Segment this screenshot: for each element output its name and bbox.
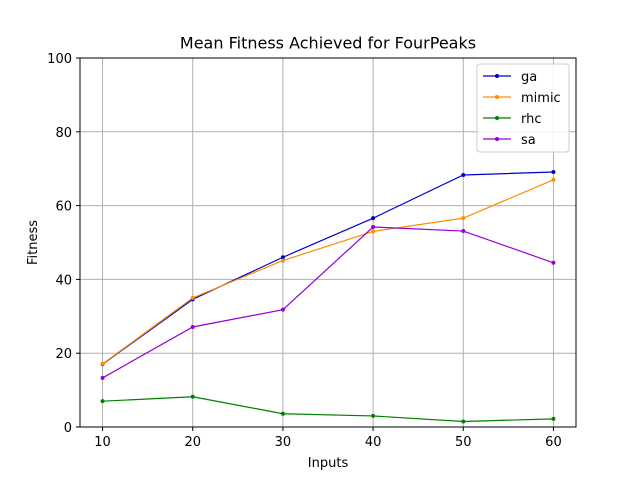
legend-box [476, 63, 570, 153]
plot-area-frame [79, 57, 577, 428]
y-tick-label: 40 [55, 273, 72, 288]
x-tick-label: 10 [94, 435, 111, 450]
legend-swatch-marker [495, 95, 499, 99]
data-point-rhc [100, 399, 105, 404]
y-tick-label: 60 [55, 200, 72, 215]
data-point-rhc [190, 394, 195, 399]
legend-swatch-marker [495, 74, 499, 78]
x-tick-label: 60 [545, 435, 562, 450]
legend-label: rhc [521, 112, 542, 127]
x-tick-label: 40 [365, 435, 382, 450]
series-sa [100, 225, 556, 380]
y-tick-label: 0 [64, 421, 72, 436]
series-layer [100, 170, 556, 424]
y-tick-label: 100 [47, 52, 72, 67]
data-point-ga [371, 216, 376, 221]
legend-item-sa: sa [483, 133, 536, 148]
axis-ticks: 10 20 30 40 50 60 0 20 40 60 80 100 [47, 52, 562, 450]
legend-swatch-marker [495, 116, 499, 120]
legend: ga mimic rhc sa [476, 63, 570, 153]
legend-label: sa [521, 133, 536, 148]
data-point-mimic [100, 361, 105, 366]
data-point-mimic [551, 177, 556, 182]
data-point-ga [461, 172, 466, 177]
data-point-mimic [461, 216, 466, 221]
legend-label: mimic [521, 91, 561, 106]
series-line-ga [102, 171, 554, 365]
y-tick-label: 80 [55, 126, 72, 141]
data-point-ga [280, 255, 285, 260]
y-axis-label: Fitness [26, 220, 41, 265]
series-line-mimic [102, 179, 554, 365]
series-rhc [100, 394, 556, 424]
data-point-sa [280, 307, 285, 312]
data-point-sa [190, 325, 195, 330]
series-line-rhc [102, 396, 554, 423]
data-point-sa [100, 375, 105, 380]
data-point-rhc [551, 416, 556, 421]
x-tick-label: 50 [455, 435, 472, 450]
series-mimic [100, 177, 556, 366]
x-axis-label: Inputs [308, 456, 349, 471]
legend-item-rhc: rhc [483, 112, 542, 127]
data-point-mimic [371, 229, 376, 234]
legend-label: ga [521, 70, 537, 85]
x-tick-label: 20 [184, 435, 201, 450]
data-point-rhc [461, 419, 466, 424]
data-point-sa [551, 260, 556, 265]
data-point-mimic [190, 295, 195, 300]
data-point-mimic [280, 258, 285, 263]
y-tick-label: 20 [55, 347, 72, 362]
chart-title: Mean Fitness Achieved for FourPeaks [180, 34, 476, 53]
series-line-sa [102, 226, 554, 379]
data-point-rhc [371, 413, 376, 418]
legend-swatch-marker [495, 137, 499, 141]
data-point-sa [461, 229, 466, 234]
data-point-ga [551, 170, 556, 175]
legend-item-mimic: mimic [483, 91, 561, 106]
data-point-sa [371, 225, 376, 230]
x-tick-label: 30 [275, 435, 292, 450]
data-point-rhc [280, 411, 285, 416]
legend-item-ga: ga [483, 70, 537, 85]
